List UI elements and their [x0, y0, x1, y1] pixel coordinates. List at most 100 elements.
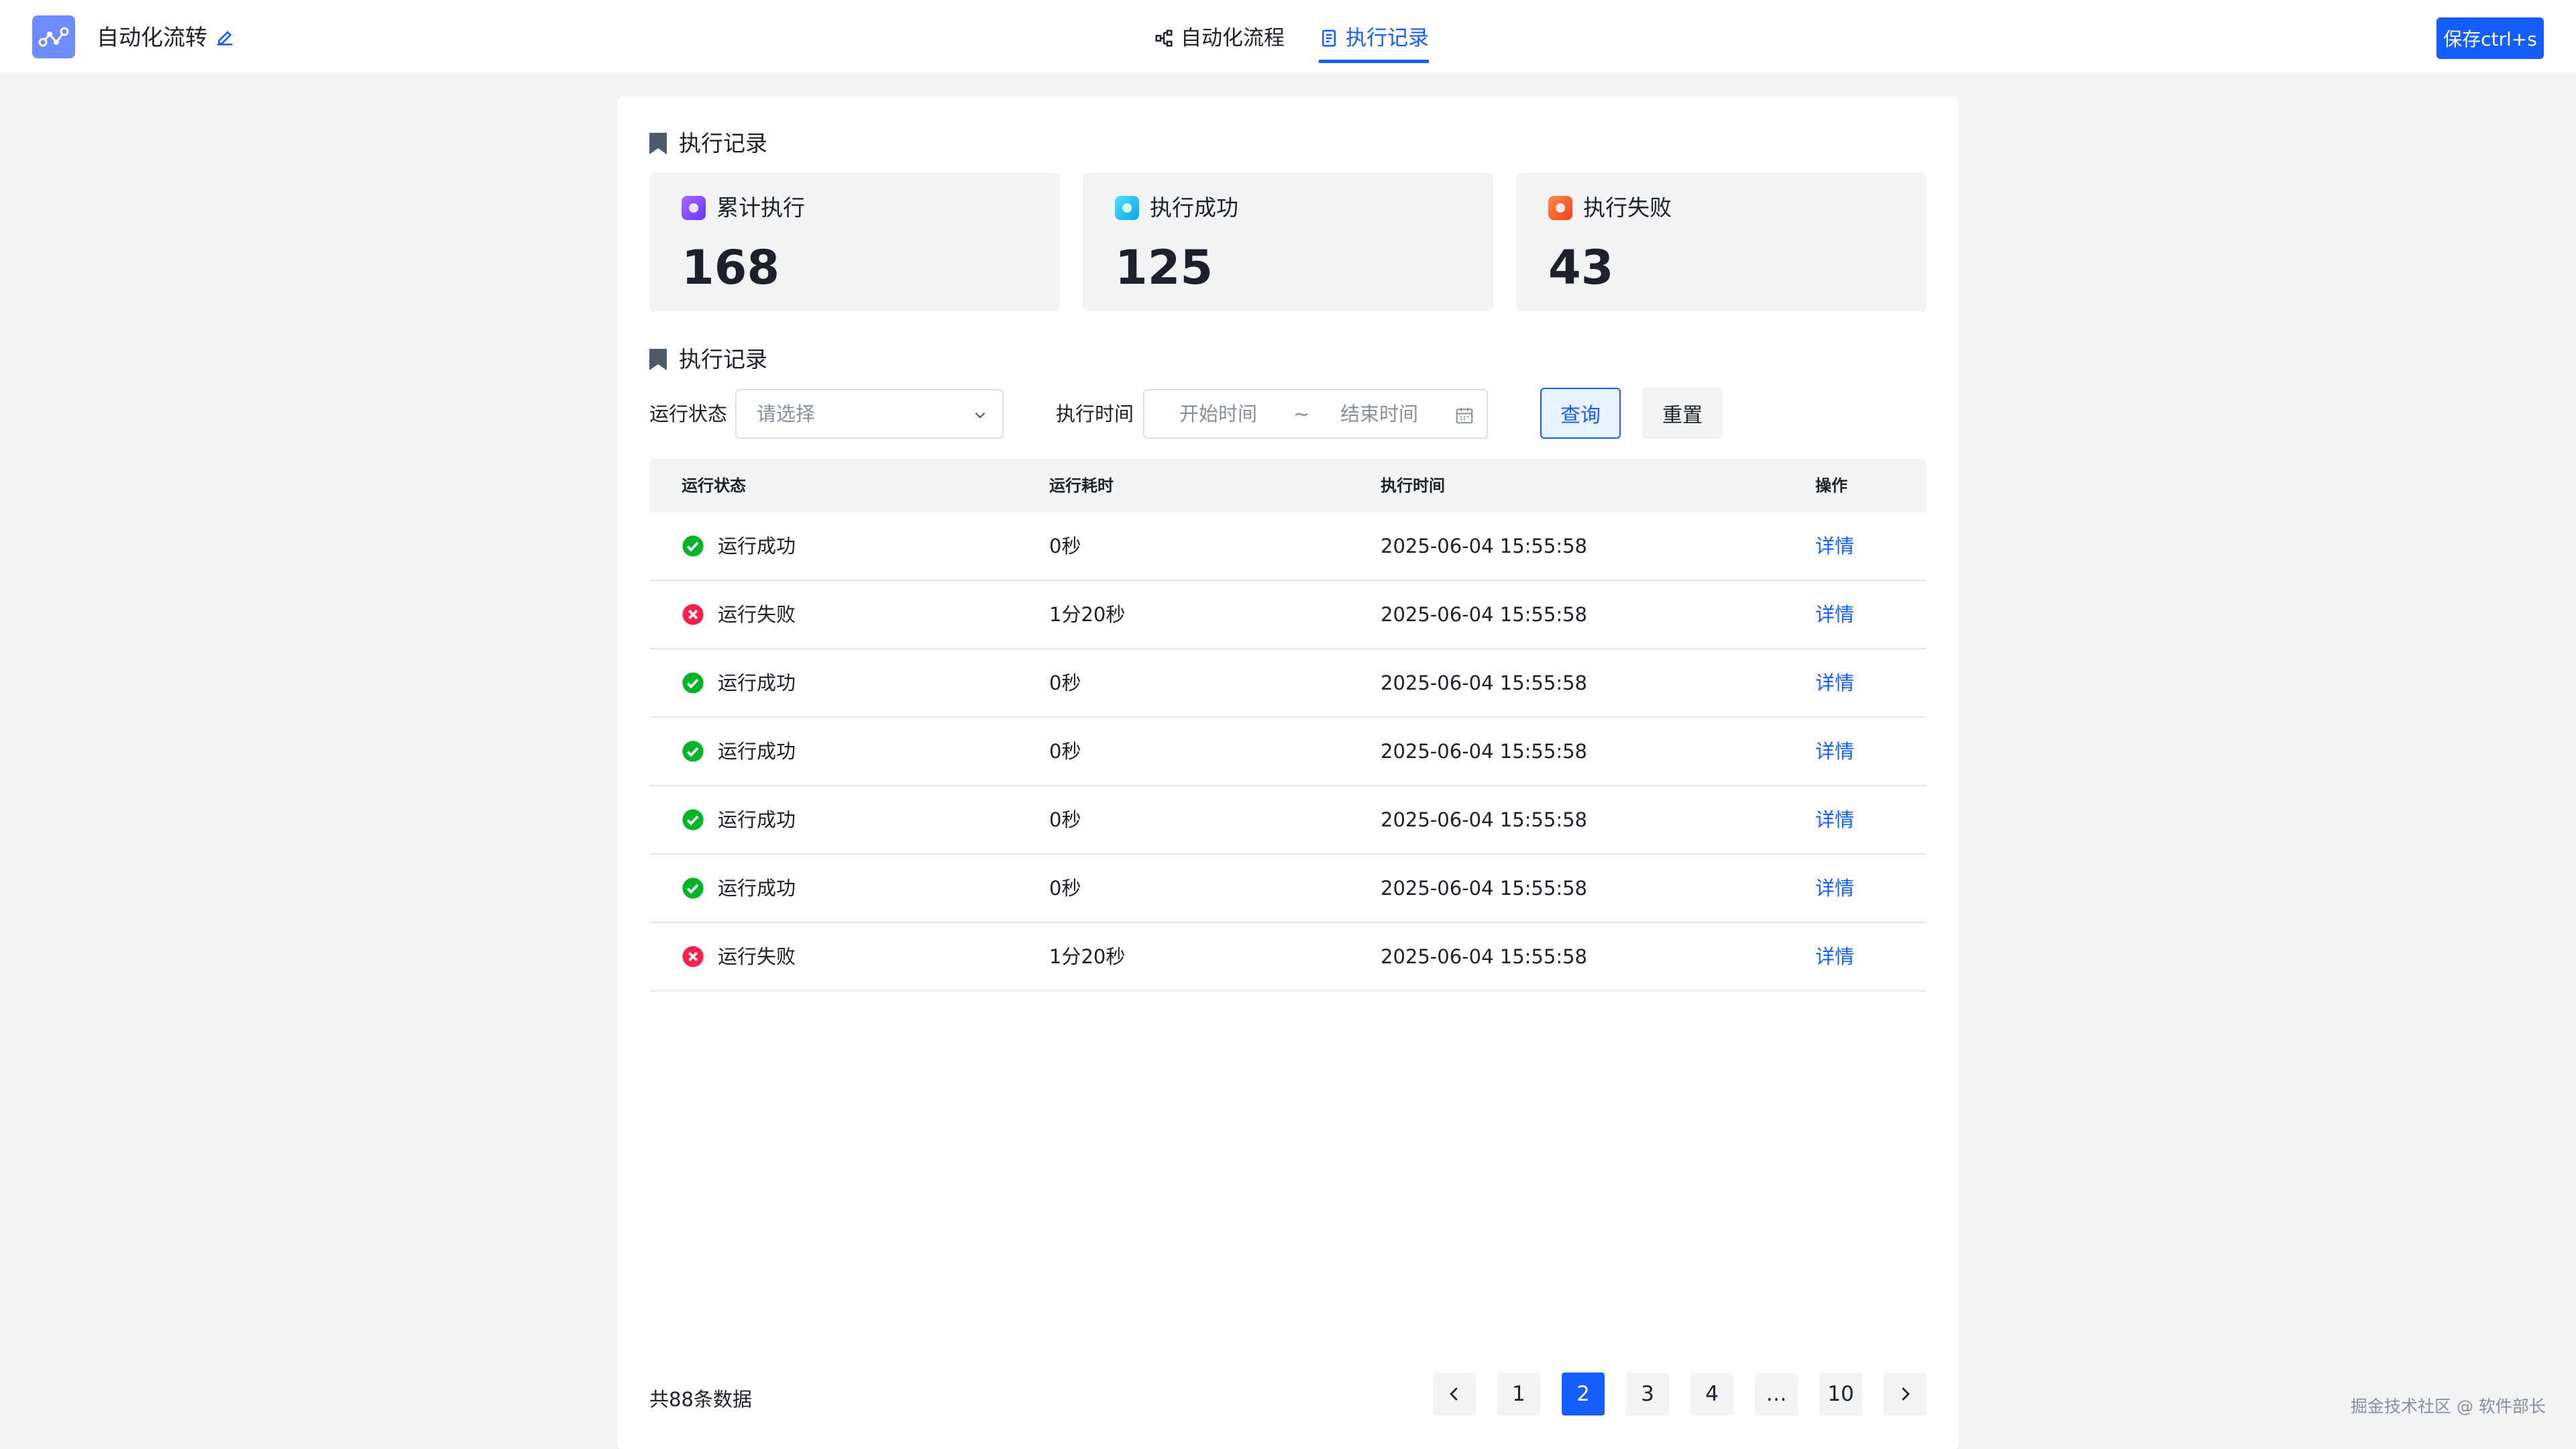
detail-link[interactable]: 详情 — [1815, 535, 1855, 557]
main-card: 执行记录 累计执行 168 执行成功 125 执行失败 43 执行记录 运行状态… — [617, 97, 1959, 1449]
status-text: 运行成功 — [718, 808, 796, 831]
page-ellipsis[interactable]: … — [1755, 1373, 1798, 1415]
stat-card-success: 执行成功 125 — [1083, 173, 1493, 311]
duration-cell: 0秒 — [1049, 808, 1081, 831]
duration-cell: 0秒 — [1049, 535, 1081, 557]
column-header-duration: 运行耗时 — [1049, 476, 1114, 495]
page-button[interactable]: 10 — [1819, 1373, 1862, 1415]
detail-link[interactable]: 详情 — [1815, 808, 1855, 831]
failed-runs-icon — [1548, 196, 1572, 220]
time-cell: 2025-06-04 15:55:58 — [1381, 672, 1587, 694]
workflow-logo-icon — [38, 27, 69, 47]
start-time-input[interactable]: 开始时间 — [1179, 402, 1258, 425]
status-cell: 运行失败 — [682, 601, 796, 628]
success-check-icon — [682, 808, 704, 831]
status-text: 运行成功 — [718, 877, 796, 900]
status-cell: 运行失败 — [682, 943, 796, 970]
chevron-down-icon — [975, 412, 985, 419]
bookmark-icon — [649, 133, 667, 154]
app-title: 自动化流转 — [97, 24, 207, 50]
stat-total-label: 累计执行 — [716, 195, 805, 221]
status-cell: 运行成功 — [682, 738, 796, 765]
bookmark-icon — [649, 349, 667, 370]
page-button[interactable]: 3 — [1626, 1373, 1669, 1415]
stat-success-value: 125 — [1115, 240, 1214, 295]
page-button[interactable]: 4 — [1690, 1373, 1733, 1415]
status-cell: 运行成功 — [682, 806, 796, 833]
detail-link[interactable]: 详情 — [1815, 945, 1855, 968]
duration-cell: 0秒 — [1049, 877, 1081, 900]
edit-pencil-icon[interactable] — [213, 25, 236, 48]
stat-total-value: 168 — [682, 240, 780, 295]
table-row: 运行成功 0秒 2025-06-04 15:55:58 详情 — [649, 513, 1927, 581]
tab-automation-flow-label: 自动化流程 — [1181, 26, 1285, 50]
stat-failed-label: 执行失败 — [1583, 195, 1672, 221]
table-row: 运行成功 0秒 2025-06-04 15:55:58 详情 — [649, 649, 1927, 718]
calendar-icon — [1456, 407, 1473, 424]
query-button[interactable]: 查询 — [1540, 388, 1621, 439]
time-cell: 2025-06-04 15:55:58 — [1381, 945, 1587, 968]
page-button[interactable]: 1 — [1497, 1373, 1540, 1415]
table-row: 运行成功 0秒 2025-06-04 15:55:58 详情 — [649, 786, 1927, 855]
records-section-title: 执行记录 — [649, 345, 767, 374]
column-header-action: 操作 — [1815, 476, 1847, 495]
table-row: 运行成功 0秒 2025-06-04 15:55:58 详情 — [649, 855, 1927, 923]
stat-failed-value: 43 — [1548, 240, 1614, 295]
time-cell: 2025-06-04 15:55:58 — [1381, 740, 1587, 763]
tab-execution-records[interactable]: 执行记录 — [1319, 23, 1429, 63]
time-cell: 2025-06-04 15:55:58 — [1381, 535, 1587, 557]
table-body: 运行成功 0秒 2025-06-04 15:55:58 详情 运行失败 1分20秒 2025… — [649, 513, 1927, 991]
time-cell: 2025-06-04 15:55:58 — [1381, 877, 1587, 900]
time-filter-label: 执行时间 — [1056, 402, 1134, 425]
detail-link[interactable]: 详情 — [1815, 740, 1855, 763]
next-page-button[interactable] — [1884, 1373, 1927, 1415]
status-select[interactable]: 请选择 — [735, 389, 1004, 439]
records-title-text: 执行记录 — [679, 346, 767, 372]
duration-cell: 0秒 — [1049, 672, 1081, 694]
status-text: 运行成功 — [718, 672, 796, 694]
table-row: 运行成功 0秒 2025-06-04 15:55:58 详情 — [649, 718, 1927, 786]
end-time-input[interactable]: 结束时间 — [1340, 402, 1419, 425]
stat-card-failed: 执行失败 43 — [1516, 173, 1927, 311]
tab-execution-records-label: 执行记录 — [1346, 26, 1429, 50]
watermark: 掘金技术社区 @ 软件部长 — [2351, 1397, 2546, 1416]
chevron-left-icon — [1450, 1387, 1458, 1401]
status-cell: 运行成功 — [682, 875, 796, 902]
prev-page-button[interactable] — [1433, 1373, 1476, 1415]
flow-icon — [1155, 30, 1173, 47]
status-select-placeholder: 请选择 — [757, 402, 816, 425]
time-cell: 2025-06-04 15:55:58 — [1381, 808, 1587, 831]
status-text: 运行失败 — [718, 603, 796, 626]
success-check-icon — [682, 535, 704, 557]
total-runs-icon — [682, 196, 706, 220]
total-count: 共88条数据 — [649, 1388, 752, 1411]
time-cell: 2025-06-04 15:55:58 — [1381, 603, 1587, 626]
duration-cell: 0秒 — [1049, 740, 1081, 763]
status-text: 运行失败 — [718, 945, 796, 968]
success-runs-icon — [1115, 196, 1139, 220]
tab-automation-flow[interactable]: 自动化流程 — [1154, 23, 1285, 63]
duration-cell: 1分20秒 — [1049, 603, 1126, 626]
table-row: 运行失败 1分20秒 2025-06-04 15:55:58 详情 — [649, 923, 1927, 991]
duration-cell: 1分20秒 — [1049, 945, 1126, 968]
success-check-icon — [682, 672, 704, 694]
status-cell: 运行成功 — [682, 669, 796, 696]
page-button[interactable]: 2 — [1562, 1373, 1605, 1415]
reset-button[interactable]: 重置 — [1642, 388, 1723, 439]
failure-cross-icon — [682, 603, 704, 626]
column-header-time: 执行时间 — [1381, 476, 1445, 495]
save-button[interactable]: 保存ctrl+s — [2436, 17, 2544, 59]
status-text: 运行成功 — [718, 535, 796, 557]
column-header-status: 运行状态 — [682, 476, 746, 495]
detail-link[interactable]: 详情 — [1815, 672, 1855, 694]
failure-cross-icon — [682, 945, 704, 968]
status-filter-label: 运行状态 — [649, 402, 728, 425]
detail-link[interactable]: 详情 — [1815, 877, 1855, 900]
success-check-icon — [682, 877, 704, 900]
detail-link[interactable]: 详情 — [1815, 603, 1855, 626]
stat-success-label: 执行成功 — [1150, 195, 1238, 221]
app-logo — [32, 15, 75, 58]
summary-section-title: 执行记录 — [649, 129, 767, 158]
records-table: 运行状态 运行耗时 执行时间 操作 运行成功 0秒 2025-06-04 15:55… — [649, 459, 1927, 991]
time-range-picker[interactable]: 开始时间 ~ 结束时间 — [1143, 389, 1488, 439]
